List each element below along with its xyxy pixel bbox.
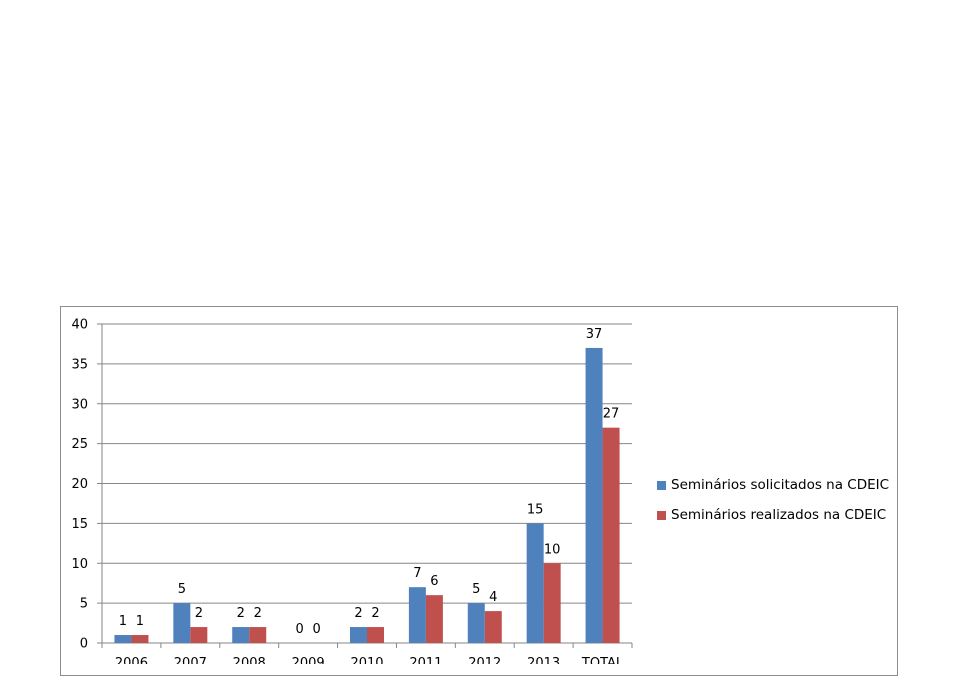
category-label: 2010 — [350, 656, 383, 664]
legend-item-solicitados: Seminários solicitados na CDEIC — [657, 470, 889, 500]
category-label: TOTAL — [581, 656, 624, 664]
y-tick-label: 0 — [80, 637, 88, 652]
data-label: 2 — [354, 606, 362, 621]
data-label: 2 — [254, 606, 262, 621]
y-tick-label: 10 — [71, 557, 88, 572]
bar-realizados — [249, 627, 267, 643]
data-label: 2 — [195, 606, 203, 621]
data-label: 5 — [178, 582, 186, 597]
legend-label-solicitados: Seminários solicitados na CDEIC — [671, 477, 890, 493]
legend-swatch-solicitados — [657, 480, 666, 490]
bar-realizados — [484, 611, 502, 643]
data-label: 5 — [472, 582, 480, 597]
y-tick-label: 30 — [71, 397, 88, 412]
category-label: 2012 — [468, 656, 501, 664]
bar-solicitados — [173, 603, 191, 643]
data-label: 0 — [312, 622, 320, 637]
data-label: 4 — [489, 590, 497, 605]
y-tick-label: 15 — [71, 517, 88, 532]
data-label: 6 — [430, 574, 438, 589]
category-label: 2013 — [527, 656, 560, 664]
bar-solicitados — [526, 523, 544, 643]
bar-solicitados — [408, 587, 426, 643]
gridlines — [102, 323, 632, 604]
bar-solicitados — [467, 603, 485, 643]
bar-realizados — [543, 563, 561, 643]
data-label: 10 — [544, 542, 561, 557]
category-label: 2008 — [233, 656, 266, 664]
category-label: 2009 — [292, 656, 325, 664]
legend-item-realizados: Seminários realizados na CDEIC — [657, 500, 889, 530]
data-label: 27 — [603, 407, 620, 422]
data-label: 7 — [413, 566, 421, 581]
category-label: 2011 — [409, 656, 442, 664]
bar-realizados — [367, 627, 384, 643]
bars — [114, 347, 620, 643]
bar-solicitados — [232, 627, 250, 643]
y-tick-label: 35 — [71, 357, 88, 372]
y-tick-label: 20 — [71, 477, 88, 492]
bar-solicitados — [585, 347, 603, 643]
bar-solicitados — [350, 627, 367, 643]
legend-swatch-realizados — [657, 510, 666, 520]
data-label: 37 — [586, 327, 603, 342]
bar-solicitados — [114, 635, 132, 643]
bar-realizados — [425, 595, 443, 643]
y-tick-label: 40 — [71, 318, 88, 333]
y-tick-label: 5 — [80, 597, 88, 612]
bar-realizados — [131, 635, 149, 643]
data-label: 0 — [295, 622, 303, 637]
bar-realizados — [602, 427, 620, 643]
legend: Seminários solicitados na CDEIC Seminári… — [657, 470, 889, 530]
data-label: 2 — [237, 606, 245, 621]
data-label: 15 — [527, 502, 544, 517]
data-label: 1 — [136, 614, 144, 629]
data-label: 2 — [371, 606, 379, 621]
legend-label-realizados: Seminários realizados na CDEIC — [671, 507, 887, 523]
data-label: 1 — [119, 614, 127, 629]
category-label: 2007 — [174, 656, 207, 664]
category-label: 2006 — [115, 656, 148, 664]
category-labels: 2006 2007 2008 2009 2010 2011 2012 2013 TOTAL — [115, 656, 624, 664]
y-tick-labels: 0 5 10 15 20 25 30 35 40 — [71, 318, 88, 652]
bar-realizados — [190, 627, 208, 643]
y-tick-label: 25 — [71, 437, 88, 452]
